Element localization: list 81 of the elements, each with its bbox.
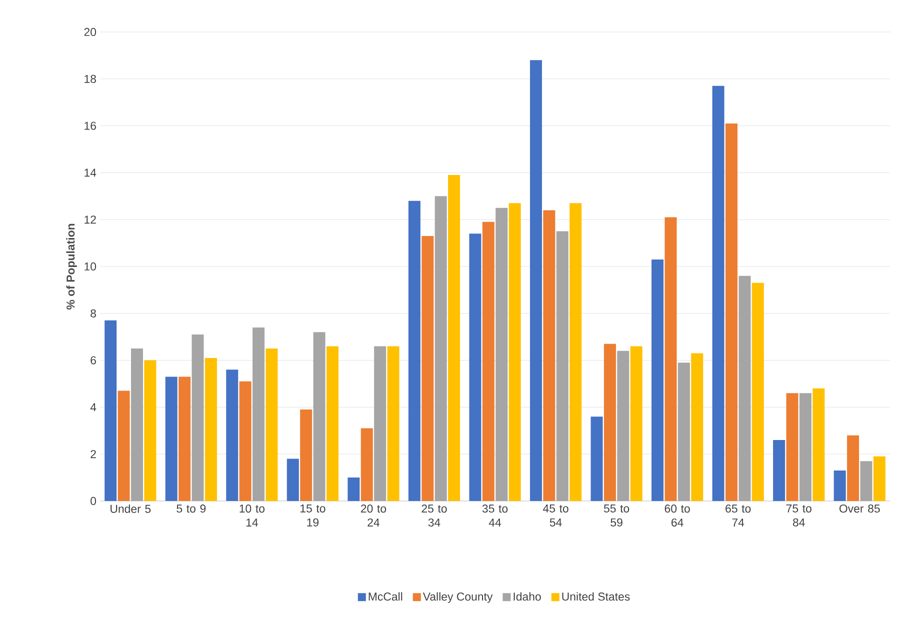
legend-label: United States <box>562 592 630 601</box>
y-tick-label: 2 <box>90 450 96 458</box>
bar <box>712 86 724 501</box>
bar <box>469 234 482 501</box>
bar <box>543 210 556 501</box>
bar <box>374 346 386 501</box>
x-tick-label: 55 to 59 <box>604 504 630 526</box>
bar <box>752 282 764 501</box>
bar <box>873 456 886 501</box>
bar <box>496 208 508 501</box>
bar <box>738 276 751 501</box>
y-tick-label: 16 <box>84 122 96 130</box>
bar <box>630 346 642 501</box>
bar <box>604 344 616 501</box>
bar <box>348 478 360 501</box>
bar <box>847 435 860 501</box>
x-tick-label: 10 to 14 <box>240 504 265 526</box>
bar <box>434 196 447 501</box>
bar <box>812 388 825 501</box>
bar <box>144 360 156 501</box>
bar <box>300 410 312 501</box>
bar <box>556 231 568 501</box>
bar <box>652 259 664 501</box>
bar <box>252 327 265 501</box>
y-tick-label: 20 <box>84 28 96 36</box>
legend-label: McCall <box>368 592 402 601</box>
bar <box>286 458 299 501</box>
bar <box>570 203 582 501</box>
y-tick-label: 8 <box>90 309 96 318</box>
y-tick-label: 6 <box>90 356 96 364</box>
x-tick-label: 45 to 54 <box>542 504 568 526</box>
bar <box>104 320 117 501</box>
y-tick-label: 12 <box>84 216 96 224</box>
bar <box>664 217 677 501</box>
bar <box>165 376 178 501</box>
x-tick-label: 25 to 34 <box>422 504 447 527</box>
x-tick-label: 60 to 64 <box>664 504 690 527</box>
bar <box>773 440 786 501</box>
bar <box>799 393 812 501</box>
x-tick-label: Over 85 <box>839 504 880 513</box>
bar <box>786 393 798 501</box>
bar <box>118 390 130 501</box>
bar <box>313 332 326 501</box>
y-tick-label: 0 <box>90 496 96 506</box>
bar <box>326 346 338 501</box>
y-tick-label: 14 <box>84 168 96 177</box>
bar <box>448 175 460 501</box>
bar <box>860 461 872 501</box>
bar <box>387 346 400 501</box>
bar <box>408 200 420 501</box>
bar <box>192 334 204 501</box>
bar <box>508 203 521 501</box>
bar <box>360 428 373 501</box>
bar <box>530 60 542 501</box>
x-tick-label: Under 5 <box>110 504 151 513</box>
bar <box>239 381 252 501</box>
y-tick-label: 18 <box>84 74 96 83</box>
legend-label: Valley County <box>422 592 493 603</box>
x-tick-label: 75 to 84 <box>786 504 812 526</box>
x-tick-label: 5 to 9 <box>176 504 206 513</box>
bar <box>617 350 630 501</box>
bar <box>266 348 278 501</box>
bar <box>725 123 738 501</box>
bar <box>422 236 434 501</box>
bar <box>678 362 690 501</box>
y-tick-label: 4 <box>90 403 96 412</box>
y-axis-title: % of Population <box>66 224 77 310</box>
bar <box>691 353 704 501</box>
bar <box>834 470 846 501</box>
y-tick-label: 10 <box>84 262 96 271</box>
bar <box>204 358 217 501</box>
bar <box>482 222 494 501</box>
legend-label: Idaho <box>514 592 541 601</box>
x-tick-label: 20 to 24 <box>360 504 386 526</box>
bar <box>226 370 238 501</box>
bar <box>178 376 191 501</box>
bar <box>590 416 603 501</box>
bar <box>130 348 143 501</box>
x-tick-label: 15 to 19 <box>300 504 326 526</box>
x-tick-label: 65 to 74 <box>726 504 751 526</box>
x-tick-label: 35 to 44 <box>482 504 508 526</box>
